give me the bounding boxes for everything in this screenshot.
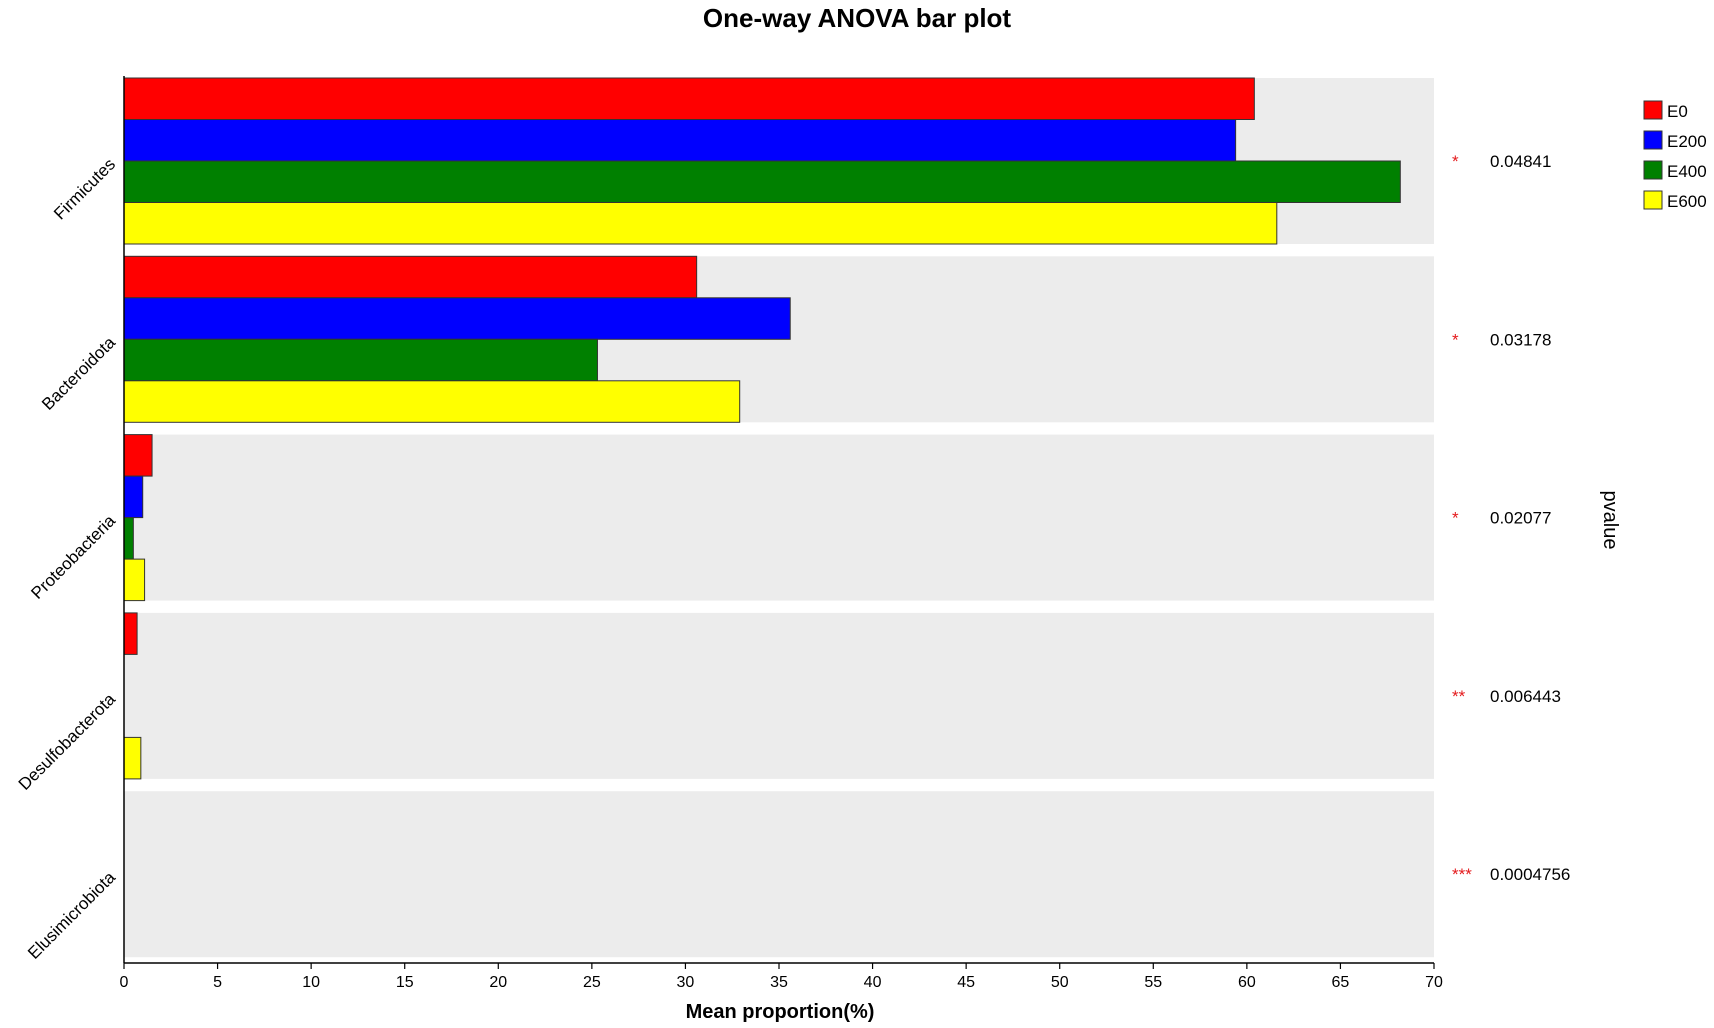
significance-stars: **: [1452, 687, 1466, 706]
band-desulfobacterota: [124, 612, 1434, 779]
legend: E0 E200 E400 E600: [1643, 100, 1707, 211]
legend-swatch-e600: [1643, 190, 1663, 210]
x-tick-label: 60: [1238, 974, 1256, 991]
bar-desulfobacterota-e600: [123, 736, 142, 780]
bar-firmicutes-e600: [123, 202, 1278, 245]
x-tick-label: 35: [770, 974, 788, 991]
bar-proteobacteria-e400: [123, 517, 134, 560]
bar-desulfobacterota-e0: [123, 612, 138, 655]
pvalue-label: 0.006443: [1490, 687, 1561, 706]
x-tick-label: 40: [864, 974, 882, 991]
x-tick-label: 30: [677, 974, 695, 991]
band-proteobacteria: [124, 434, 1434, 601]
category-label: Proteobacteria: [27, 511, 119, 603]
pvalue-label: 0.02077: [1490, 509, 1551, 528]
x-tick-label: 65: [1332, 974, 1350, 991]
bar-bacteroidota-e600: [123, 380, 741, 423]
x-tick-label: 5: [213, 974, 222, 991]
pvalue-label: 0.03178: [1490, 330, 1551, 349]
bar-bacteroidota-e400: [123, 338, 598, 382]
pvalue-labels: * 0.04841 * 0.03178 * 0.02077 ** 0.006443 *** 0.0…: [1452, 152, 1570, 884]
category-labels: Firmicutes Bacteroidota Proteobacteria Desu…: [15, 155, 120, 963]
x-tick-label: 55: [1144, 974, 1162, 991]
category-label: Bacteroidota: [38, 333, 119, 414]
significance-stars: *: [1452, 152, 1459, 171]
significance-stars: *: [1452, 509, 1459, 528]
legend-label-e400: E400: [1667, 162, 1707, 181]
category-label: Desulfobacterota: [15, 689, 120, 794]
significance-stars: ***: [1452, 865, 1472, 884]
x-tick-label: 10: [302, 974, 320, 991]
pvalue-label: 0.04841: [1490, 152, 1551, 171]
x-tick-label: 70: [1425, 974, 1443, 991]
bar-firmicutes-e0: [123, 77, 1255, 120]
x-tick-label: 45: [957, 974, 975, 991]
axes-layer: 0 5 10 15 20 25 30 35 40 45 50 55 60 65 70: [120, 76, 1443, 991]
bar-firmicutes-e400: [123, 160, 1401, 203]
bar-firmicutes-e200: [123, 119, 1237, 162]
pvalue-label: 0.0004756: [1490, 865, 1570, 884]
significance-stars: *: [1452, 330, 1459, 349]
x-tick-label: 0: [120, 974, 129, 991]
chart-title: One-way ANOVA bar plot: [703, 3, 1012, 33]
legend-swatch-e200: [1643, 130, 1663, 150]
bars-layer: [123, 77, 1401, 780]
bar-proteobacteria-e200: [123, 475, 144, 519]
bar-proteobacteria-e0: [123, 434, 153, 477]
x-tick-label: 50: [1051, 974, 1069, 991]
legend-label-e200: E200: [1667, 132, 1707, 151]
band-elusimicrobiota: [124, 791, 1434, 958]
x-tick-label: 25: [583, 974, 601, 991]
bar-bacteroidota-e0: [123, 255, 698, 299]
x-tick-label: 15: [396, 974, 414, 991]
bar-proteobacteria-e600: [123, 558, 146, 602]
pvalue-axis-label: pvalue: [1599, 491, 1621, 550]
category-label: Firmicutes: [50, 155, 119, 224]
legend-label-e0: E0: [1667, 102, 1688, 121]
bar-bacteroidota-e200: [123, 297, 791, 340]
x-axis-label: Mean proportion(%): [686, 1001, 875, 1023]
legend-swatch-e400: [1643, 160, 1663, 180]
category-label: Elusimicrobiota: [24, 867, 119, 962]
x-tick-label: 20: [489, 974, 507, 991]
legend-label-e600: E600: [1667, 192, 1707, 211]
legend-swatch-e0: [1643, 100, 1663, 120]
